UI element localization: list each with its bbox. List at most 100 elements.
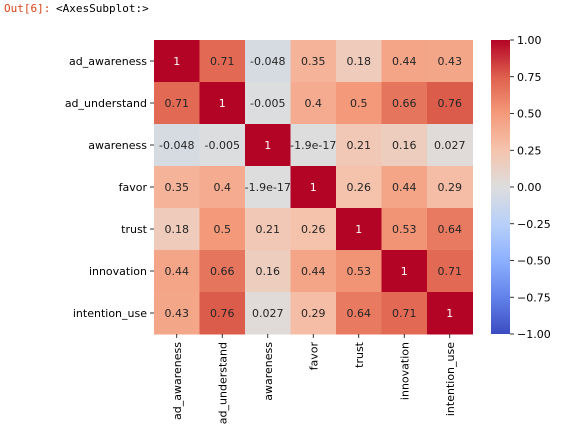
cell-annotation: 1 (401, 265, 408, 278)
cell-annotation: 1 (310, 181, 317, 194)
cell-annotation: 1 (264, 139, 271, 152)
cell-annotation: 0.21 (256, 223, 281, 236)
heatmap-cell (290, 250, 337, 293)
heatmap-cell (199, 124, 246, 167)
cell-annotation: 0.26 (301, 223, 326, 236)
cell-annotation: 0.027 (434, 139, 466, 152)
cell-annotation: 0.66 (210, 265, 235, 278)
colorbar-tick-label: 0.25 (517, 144, 542, 157)
cell-annotation: -0.048 (250, 55, 285, 68)
cell-annotation: 0.44 (392, 55, 417, 68)
cell-annotation: 0.53 (347, 265, 372, 278)
cell-annotation: 0.43 (165, 307, 190, 320)
heatmap-cell (245, 208, 291, 251)
cell-annotation: 0.16 (392, 139, 417, 152)
cell-annotation: 0.16 (256, 265, 281, 278)
cell-annotation: 0.35 (301, 55, 326, 68)
cell-annotation: 0.5 (350, 97, 368, 110)
heatmap-cell (427, 82, 473, 125)
x-tick-label: innovation (398, 342, 411, 400)
colorbar-tick-label: 0.00 (517, 181, 542, 194)
cell-annotation: 0.027 (252, 307, 284, 320)
cell-annotation: 0.35 (165, 181, 190, 194)
cell-annotation: 0.53 (392, 223, 417, 236)
heatmap-cell (381, 82, 428, 125)
cell-annotation: 0.64 (438, 223, 463, 236)
heatmap-cell (427, 250, 473, 293)
y-tick-label: innovation (89, 265, 147, 278)
cell-annotation: 0.76 (438, 97, 463, 110)
cell-annotation: 0.21 (347, 139, 372, 152)
y-tick-label: ad_understand (65, 97, 147, 110)
cell-annotation: 0.26 (347, 181, 372, 194)
colorbar-tick-label: 1.00 (517, 34, 542, 47)
cell-annotation: -0.048 (159, 139, 194, 152)
heatmap-cell (154, 40, 200, 83)
cell-annotation: 1 (173, 55, 180, 68)
colorbar-tick-label: 0.50 (517, 108, 542, 121)
cell-annotation: 0.66 (392, 97, 417, 110)
heatmap-cell (199, 292, 246, 335)
cell-annotation: 0.71 (210, 55, 235, 68)
cell-annotation: 0.44 (301, 265, 326, 278)
y-tick-label: trust (121, 223, 148, 236)
heatmap-cell (427, 124, 473, 167)
cell-annotation: 0.18 (165, 223, 190, 236)
y-tick-labels: ad_awareness ad_understand awareness favor t… (65, 55, 154, 320)
cell-annotation: 0.76 (210, 307, 235, 320)
cell-annotation: 1 (446, 307, 453, 320)
y-tick-label: awareness (88, 139, 147, 152)
heatmap-cell (381, 124, 428, 167)
heatmap-cell (199, 82, 246, 125)
cell-annotation: -1.9e-17 (245, 181, 291, 194)
heatmap-cell (381, 208, 428, 251)
cell-annotation: 0.4 (305, 97, 323, 110)
heatmap-cell (290, 208, 337, 251)
heatmap-cell (290, 82, 337, 125)
cell-annotation: -1.9e-17 (290, 139, 336, 152)
heatmap-annotations: 1 0.71 -0.048 0.35 0.18 0.44 0.43 0.71 1 -0.005 0.… (159, 55, 465, 320)
heatmap-cell (245, 250, 291, 293)
heatmap-cell (336, 208, 382, 251)
cell-annotation: 0.71 (165, 97, 190, 110)
colorbar: 1.00 0.75 0.50 0.25 0.00 −0.25 −0.50 −0.75 −1.00 (491, 34, 551, 341)
heatmap-cell (336, 40, 382, 83)
heatmap-cell (199, 40, 246, 83)
colorbar-tick-label: −0.50 (517, 255, 551, 268)
heatmap-cell (381, 250, 428, 293)
cell-annotation: 0.5 (214, 223, 232, 236)
cell-annotation: 1 (219, 97, 226, 110)
cell-annotation: 0.29 (301, 307, 326, 320)
heatmap-cell (154, 250, 200, 293)
cell-annotation: 1 (355, 223, 362, 236)
heatmap-cell (427, 40, 473, 83)
heatmap-cell (427, 208, 473, 251)
heatmap-cell (290, 292, 337, 335)
heatmap-cell (245, 82, 291, 125)
cell-annotation: 0.71 (392, 307, 417, 320)
x-tick-label: favor (307, 342, 320, 371)
heatmap-cell (290, 40, 337, 83)
heatmap-cell (154, 208, 200, 251)
x-tick-label: awareness (262, 342, 275, 401)
heatmap-cell (427, 292, 473, 335)
heatmap-cell (336, 250, 382, 293)
heatmap-cell (154, 124, 200, 167)
heatmap-cell (381, 166, 428, 209)
cell-annotation: 0.43 (438, 55, 463, 68)
heatmap-cell (245, 124, 291, 167)
cell-output-text: <AxesSubplot:> (56, 2, 149, 15)
y-tick-label: favor (119, 181, 148, 194)
cell-annotation: 0.71 (438, 265, 463, 278)
x-tick-label: trust (353, 341, 366, 368)
cell-annotation: -0.005 (205, 139, 240, 152)
colorbar-tick-label: −1.00 (517, 328, 551, 341)
heatmap-cell (427, 166, 473, 209)
heatmap-cell (199, 166, 246, 209)
cell-annotation: -0.005 (250, 97, 285, 110)
cell-output-prompt: Out[6]: (4, 2, 51, 15)
heatmap-cell (336, 124, 382, 167)
heatmap-cell (336, 82, 382, 125)
heatmap-cell (336, 292, 382, 335)
